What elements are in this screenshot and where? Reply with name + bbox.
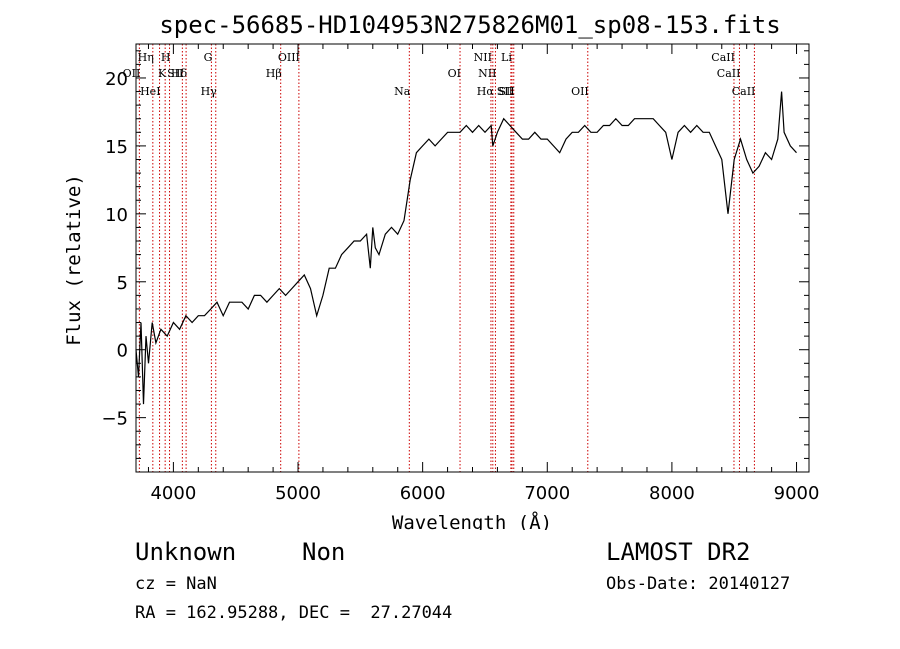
line-label-2-1: HeI [140, 85, 160, 98]
line-label-0-0: Hη [138, 51, 154, 64]
line-label-0-2: G [204, 51, 213, 64]
line-label-1-2: Hβ [266, 67, 282, 80]
x-axis: 4000 5000 6000 7000 8000 9000 [147, 44, 820, 504]
line-markers [138, 44, 755, 472]
line-label-1-0: K [158, 67, 167, 80]
object-subclass: Non [302, 538, 346, 566]
line-label-1-5: SII [167, 67, 183, 80]
x-tick-label-0: 4000 [150, 483, 196, 504]
line-label-0-6: CaII [711, 51, 735, 64]
y-tick-label-2: 5 [117, 273, 128, 294]
line-label-1-4: NII [478, 67, 496, 80]
plot-frame [135, 43, 810, 473]
y-tick-label-4: 15 [105, 137, 128, 158]
spectrum-series-line [135, 91, 797, 405]
line-label-1-1: Hδ [171, 67, 188, 80]
y-tick-label-5: 20 [105, 69, 128, 90]
redshift-cz: cz = NaN [135, 574, 217, 594]
object-class: Unknown [135, 538, 237, 566]
y-tick-label-0: −5 [101, 409, 128, 430]
x-tick-label-4: 8000 [649, 483, 695, 504]
line-label-2-2: SII [497, 85, 513, 98]
line-label-1-7: CaII [717, 67, 741, 80]
y-axis-label: Flux (relative) [63, 174, 85, 346]
chart-title: spec-56685-HD104953N275826M01_sp08-153.f… [159, 11, 780, 39]
y-tick-label-1: 0 [117, 341, 128, 362]
x-tick-label-1: 5000 [275, 483, 321, 504]
y-axis: −5 0 5 10 15 20 [101, 50, 809, 459]
x-tick-label-2: 6000 [400, 483, 446, 504]
ra-dec-coordinates: RA = 162.95288, DEC = 27.27044 [135, 603, 453, 623]
line-label-2-0: OII [571, 85, 589, 98]
line-label-2-6: SII [499, 85, 515, 98]
y-tick-label-3: 10 [105, 205, 128, 226]
line-label-0-3: OIII [278, 51, 300, 64]
line-label-0-4: NII [474, 51, 492, 64]
line-label-2-4: Na [394, 85, 411, 98]
line-label-0-1: H [161, 51, 171, 64]
line-label-2-3: Hγ [201, 85, 218, 98]
line-label-1-3: OI [448, 67, 461, 80]
line-label-2-7: CaII [732, 85, 756, 98]
x-tick-label-3: 7000 [524, 483, 570, 504]
survey-name: LAMOST DR2 [606, 538, 751, 566]
x-tick-label-5: 9000 [774, 483, 820, 504]
observation-date: Obs-Date: 20140127 [606, 574, 791, 594]
spectrum-plot: spec-56685-HD104953N275826M01_sp08-153.f… [63, 11, 820, 530]
line-label-0-5: Li [501, 51, 512, 64]
line-label-2-5: Hα [477, 85, 495, 98]
x-axis-label: Wavelength (Å) [392, 511, 552, 530]
